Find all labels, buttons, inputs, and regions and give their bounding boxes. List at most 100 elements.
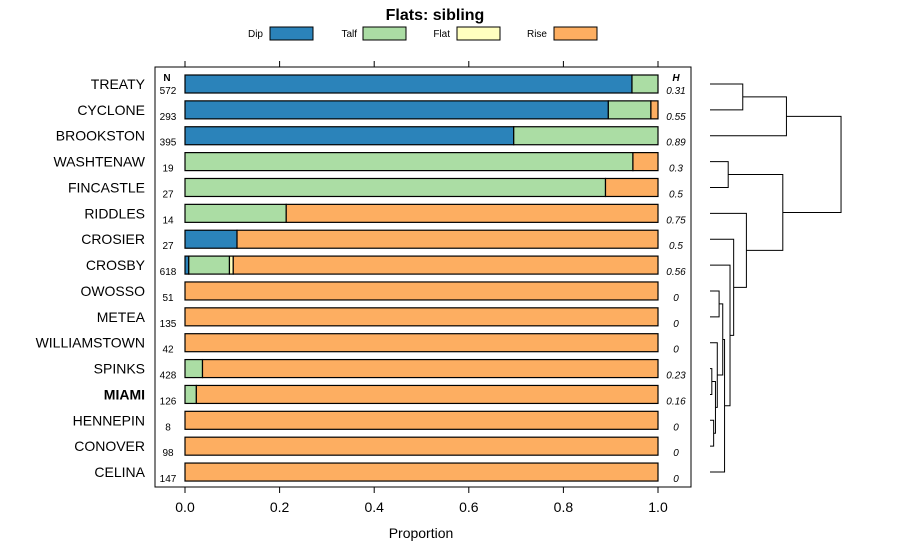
bar-segment-talf-spinks <box>184 358 204 379</box>
n-value-williamstown: 42 <box>162 345 174 356</box>
n-value-fincastle: 27 <box>162 189 174 200</box>
n-values: 572 293 395 19 27 14 27 618 51 135 42 428 126 8 98 147 <box>160 86 177 485</box>
category-label-williamstown: WILLIAMSTOWN <box>36 335 145 351</box>
h-value-celina: 0 <box>673 474 679 485</box>
dendrogram-branch <box>710 342 718 408</box>
n-value-celina: 147 <box>160 474 177 485</box>
legend-swatch-talf <box>362 26 407 41</box>
category-label-spinks: SPINKS <box>94 361 145 377</box>
dendrogram-branch <box>728 174 784 251</box>
h-value-spinks: 0.23 <box>666 371 686 382</box>
h-value-washtenaw: 0.3 <box>669 164 683 175</box>
x-tick-label: 0.4 <box>364 499 384 515</box>
category-label-fincastle: FINCASTLE <box>68 179 145 195</box>
bar-segment-rise-williamstown <box>184 333 659 353</box>
category-label-washtenaw: WASHTENAW <box>53 154 145 170</box>
bars-group <box>184 74 659 482</box>
h-value-miami: 0.16 <box>666 396 686 407</box>
bar-segment-dip-brookston <box>184 126 515 146</box>
n-value-riddles: 14 <box>162 215 174 226</box>
plot-frame <box>154 66 692 488</box>
legend-swatch-rise <box>553 26 598 41</box>
bar-segment-rise-metea <box>184 307 659 327</box>
category-label-riddles: RIDDLES <box>84 205 145 221</box>
bar-segment-rise-fincastle <box>604 177 659 198</box>
h-value-crosby: 0.56 <box>666 267 686 278</box>
category-label-owosso: OWOSSO <box>80 283 145 299</box>
h-header: H <box>672 73 680 84</box>
category-labels: TREATY CYCLONE BROOKSTON WASHTENAW FINCASTLE… <box>36 76 146 480</box>
dendrogram-branch <box>710 419 715 447</box>
bar-segment-rise-miami <box>195 384 659 405</box>
bar-segment-dip-crosier <box>184 229 238 249</box>
n-value-treaty: 572 <box>160 86 177 97</box>
bar-segment-rise-hennepin <box>184 410 659 430</box>
dendrogram-branch <box>710 83 744 111</box>
n-value-brookston: 395 <box>160 138 177 149</box>
category-label-brookston: BROOKSTON <box>56 128 145 144</box>
n-value-miami: 126 <box>160 396 177 407</box>
bar-segment-rise-conover <box>184 436 659 456</box>
bar-segment-rise-cyclone <box>650 100 659 120</box>
x-tick-label: 0.2 <box>270 499 290 515</box>
h-value-brookston: 0.89 <box>666 138 686 149</box>
category-label-metea: METEA <box>97 309 146 325</box>
category-label-hennepin: HENNEPIN <box>73 412 145 428</box>
legend-label-rise: Rise <box>527 29 547 40</box>
legend-label-dip: Dip <box>248 29 263 40</box>
n-value-cyclone: 293 <box>160 112 177 123</box>
h-value-treaty: 0.31 <box>666 86 685 97</box>
n-value-washtenaw: 19 <box>162 164 174 175</box>
legend: Dip Talf Flat Rise <box>248 26 598 41</box>
bar-segment-rise-riddles <box>285 203 659 223</box>
h-values: 0.31 0.55 0.89 0.3 0.5 0.75 0.5 0.56 0 0 0 0.23 0.16… <box>666 86 686 485</box>
bar-segment-rise-celina <box>184 462 659 482</box>
legend-swatch-flat <box>456 26 501 41</box>
dendrogram-branch <box>782 115 842 213</box>
bar-segment-dip-cyclone <box>184 100 609 120</box>
legend-label-flat: Flat <box>433 29 450 40</box>
dendrogram-branch <box>710 161 729 188</box>
h-value-fincastle: 0.5 <box>669 189 683 200</box>
bar-segment-talf-cyclone <box>607 100 652 120</box>
category-label-crosby: CROSBY <box>86 257 146 273</box>
dendrogram <box>710 83 842 473</box>
category-label-treaty: TREATY <box>91 76 146 92</box>
n-value-metea: 135 <box>160 319 177 330</box>
h-value-metea: 0 <box>673 319 679 330</box>
bar-segment-talf-miami <box>184 384 197 405</box>
dendrogram-branch <box>710 290 720 318</box>
bar-segment-talf-fincastle <box>184 177 607 198</box>
bar-segment-rise-owosso <box>184 281 659 301</box>
bar-segment-talf-washtenaw <box>184 152 634 172</box>
chart-title: Flats: sibling <box>386 7 485 24</box>
h-value-cyclone: 0.55 <box>666 112 686 123</box>
h-value-williamstown: 0 <box>673 345 679 356</box>
n-value-crosby: 618 <box>160 267 177 278</box>
x-axis: 0.0 0.2 0.4 0.6 0.8 1.0 <box>175 61 668 515</box>
dendrogram-branch <box>710 96 787 137</box>
dendrogram-branch <box>710 368 713 395</box>
x-tick-label: 0.6 <box>459 499 479 515</box>
legend-label-talf: Talf <box>341 29 357 40</box>
h-value-riddles: 0.75 <box>666 215 686 226</box>
dendrogram-branch <box>717 303 724 376</box>
category-label-conover: CONOVER <box>74 438 145 454</box>
bar-segment-talf-crosby <box>188 255 231 275</box>
n-value-crosier: 27 <box>162 241 174 252</box>
x-tick-label: 1.0 <box>648 499 668 515</box>
n-value-hennepin: 8 <box>165 422 171 433</box>
x-tick-label: 0.8 <box>554 499 574 515</box>
bar-segment-talf-treaty <box>631 74 659 94</box>
bar-segment-dip-treaty <box>184 74 633 94</box>
dendrogram-branch <box>710 212 747 288</box>
legend-swatch-dip <box>269 26 314 41</box>
category-label-crosier: CROSIER <box>81 231 145 247</box>
bar-segment-rise-spinks <box>201 358 659 379</box>
n-value-conover: 98 <box>162 448 174 459</box>
n-header: N <box>163 73 170 84</box>
x-tick-label: 0.0 <box>175 499 195 515</box>
h-value-crosier: 0.5 <box>669 241 683 252</box>
h-value-hennepin: 0 <box>673 422 679 433</box>
